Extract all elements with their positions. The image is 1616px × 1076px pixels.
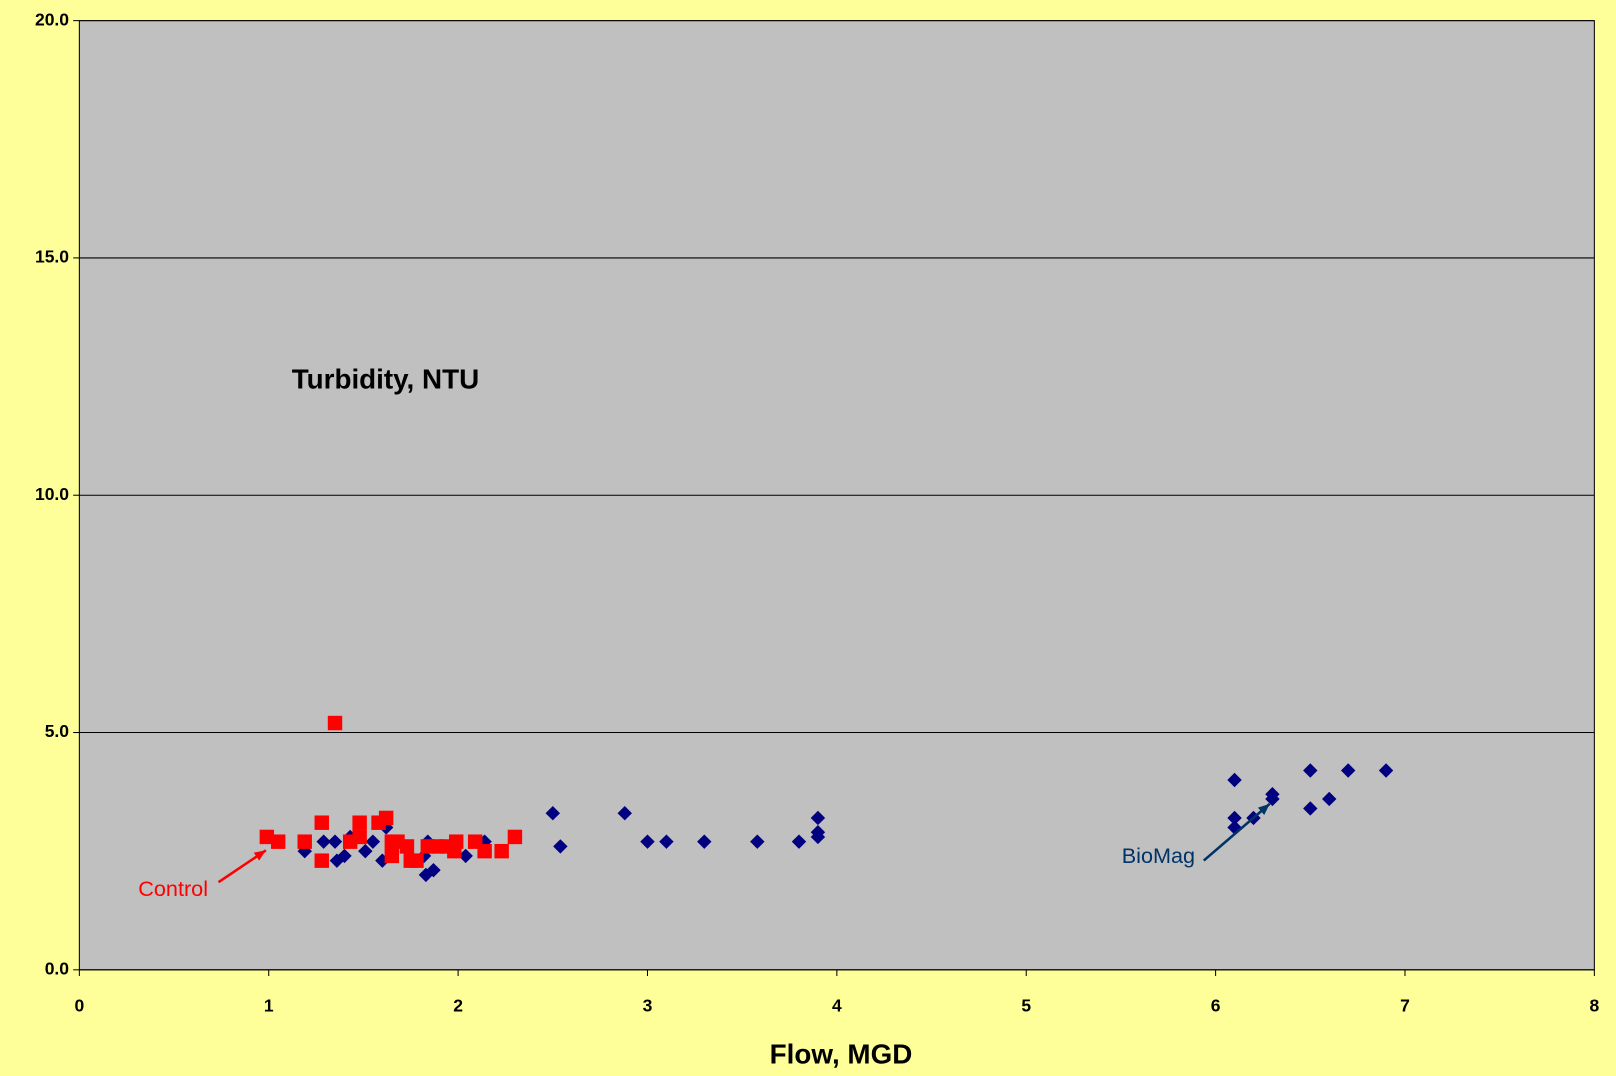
point <box>399 839 415 854</box>
point <box>426 862 441 878</box>
point <box>365 834 381 849</box>
x-tick-label: 2 <box>453 996 463 1016</box>
point <box>409 853 424 868</box>
point <box>297 834 312 849</box>
point <box>358 843 373 859</box>
x-tick-label: 7 <box>1400 996 1410 1016</box>
y-tick-label: 0.0 <box>45 958 70 978</box>
point <box>1265 791 1280 807</box>
point <box>494 843 509 859</box>
point <box>259 829 275 845</box>
point <box>810 810 826 826</box>
point <box>327 715 343 731</box>
x-tick-label: 1 <box>264 996 274 1016</box>
x-tick-label: 3 <box>643 996 653 1016</box>
point <box>617 805 632 821</box>
y-tick-label: 15.0 <box>35 247 69 267</box>
point <box>329 853 345 868</box>
point <box>458 848 473 864</box>
point <box>507 829 523 845</box>
point <box>1322 791 1337 807</box>
point <box>314 815 329 830</box>
y-tick-label: 10.0 <box>35 484 69 504</box>
point <box>327 834 343 849</box>
x-axis-label: Flow, MGD <box>770 1039 913 1070</box>
y-tick-label: 5.0 <box>45 721 70 741</box>
point <box>1227 772 1242 788</box>
y-tick-label: 20.0 <box>35 9 69 29</box>
point <box>1303 801 1318 816</box>
series-annotation: Control <box>138 876 208 901</box>
point <box>342 834 358 849</box>
point <box>352 815 367 830</box>
point <box>810 829 826 845</box>
series-annotation: BioMag <box>1122 843 1195 868</box>
x-tick-label: 4 <box>832 996 842 1016</box>
point <box>270 834 286 849</box>
point <box>384 848 400 864</box>
point <box>640 834 655 849</box>
annotation-arrow <box>1202 802 1271 862</box>
arrow-head <box>253 850 266 861</box>
point <box>545 805 561 821</box>
point <box>697 834 712 849</box>
point <box>314 853 329 868</box>
x-tick-label: 8 <box>1589 996 1599 1016</box>
point <box>659 834 674 849</box>
point <box>1227 810 1242 826</box>
point <box>791 834 807 849</box>
point <box>378 810 394 826</box>
y-axis-label: Turbidity, NTU <box>292 364 479 395</box>
x-tick-label: 0 <box>74 996 84 1016</box>
point <box>316 834 331 849</box>
point <box>750 834 765 849</box>
point <box>477 843 492 859</box>
point <box>447 843 462 859</box>
x-tick-label: 5 <box>1021 996 1031 1016</box>
x-tick-label: 6 <box>1211 996 1221 1016</box>
arrow-head <box>1257 803 1270 815</box>
